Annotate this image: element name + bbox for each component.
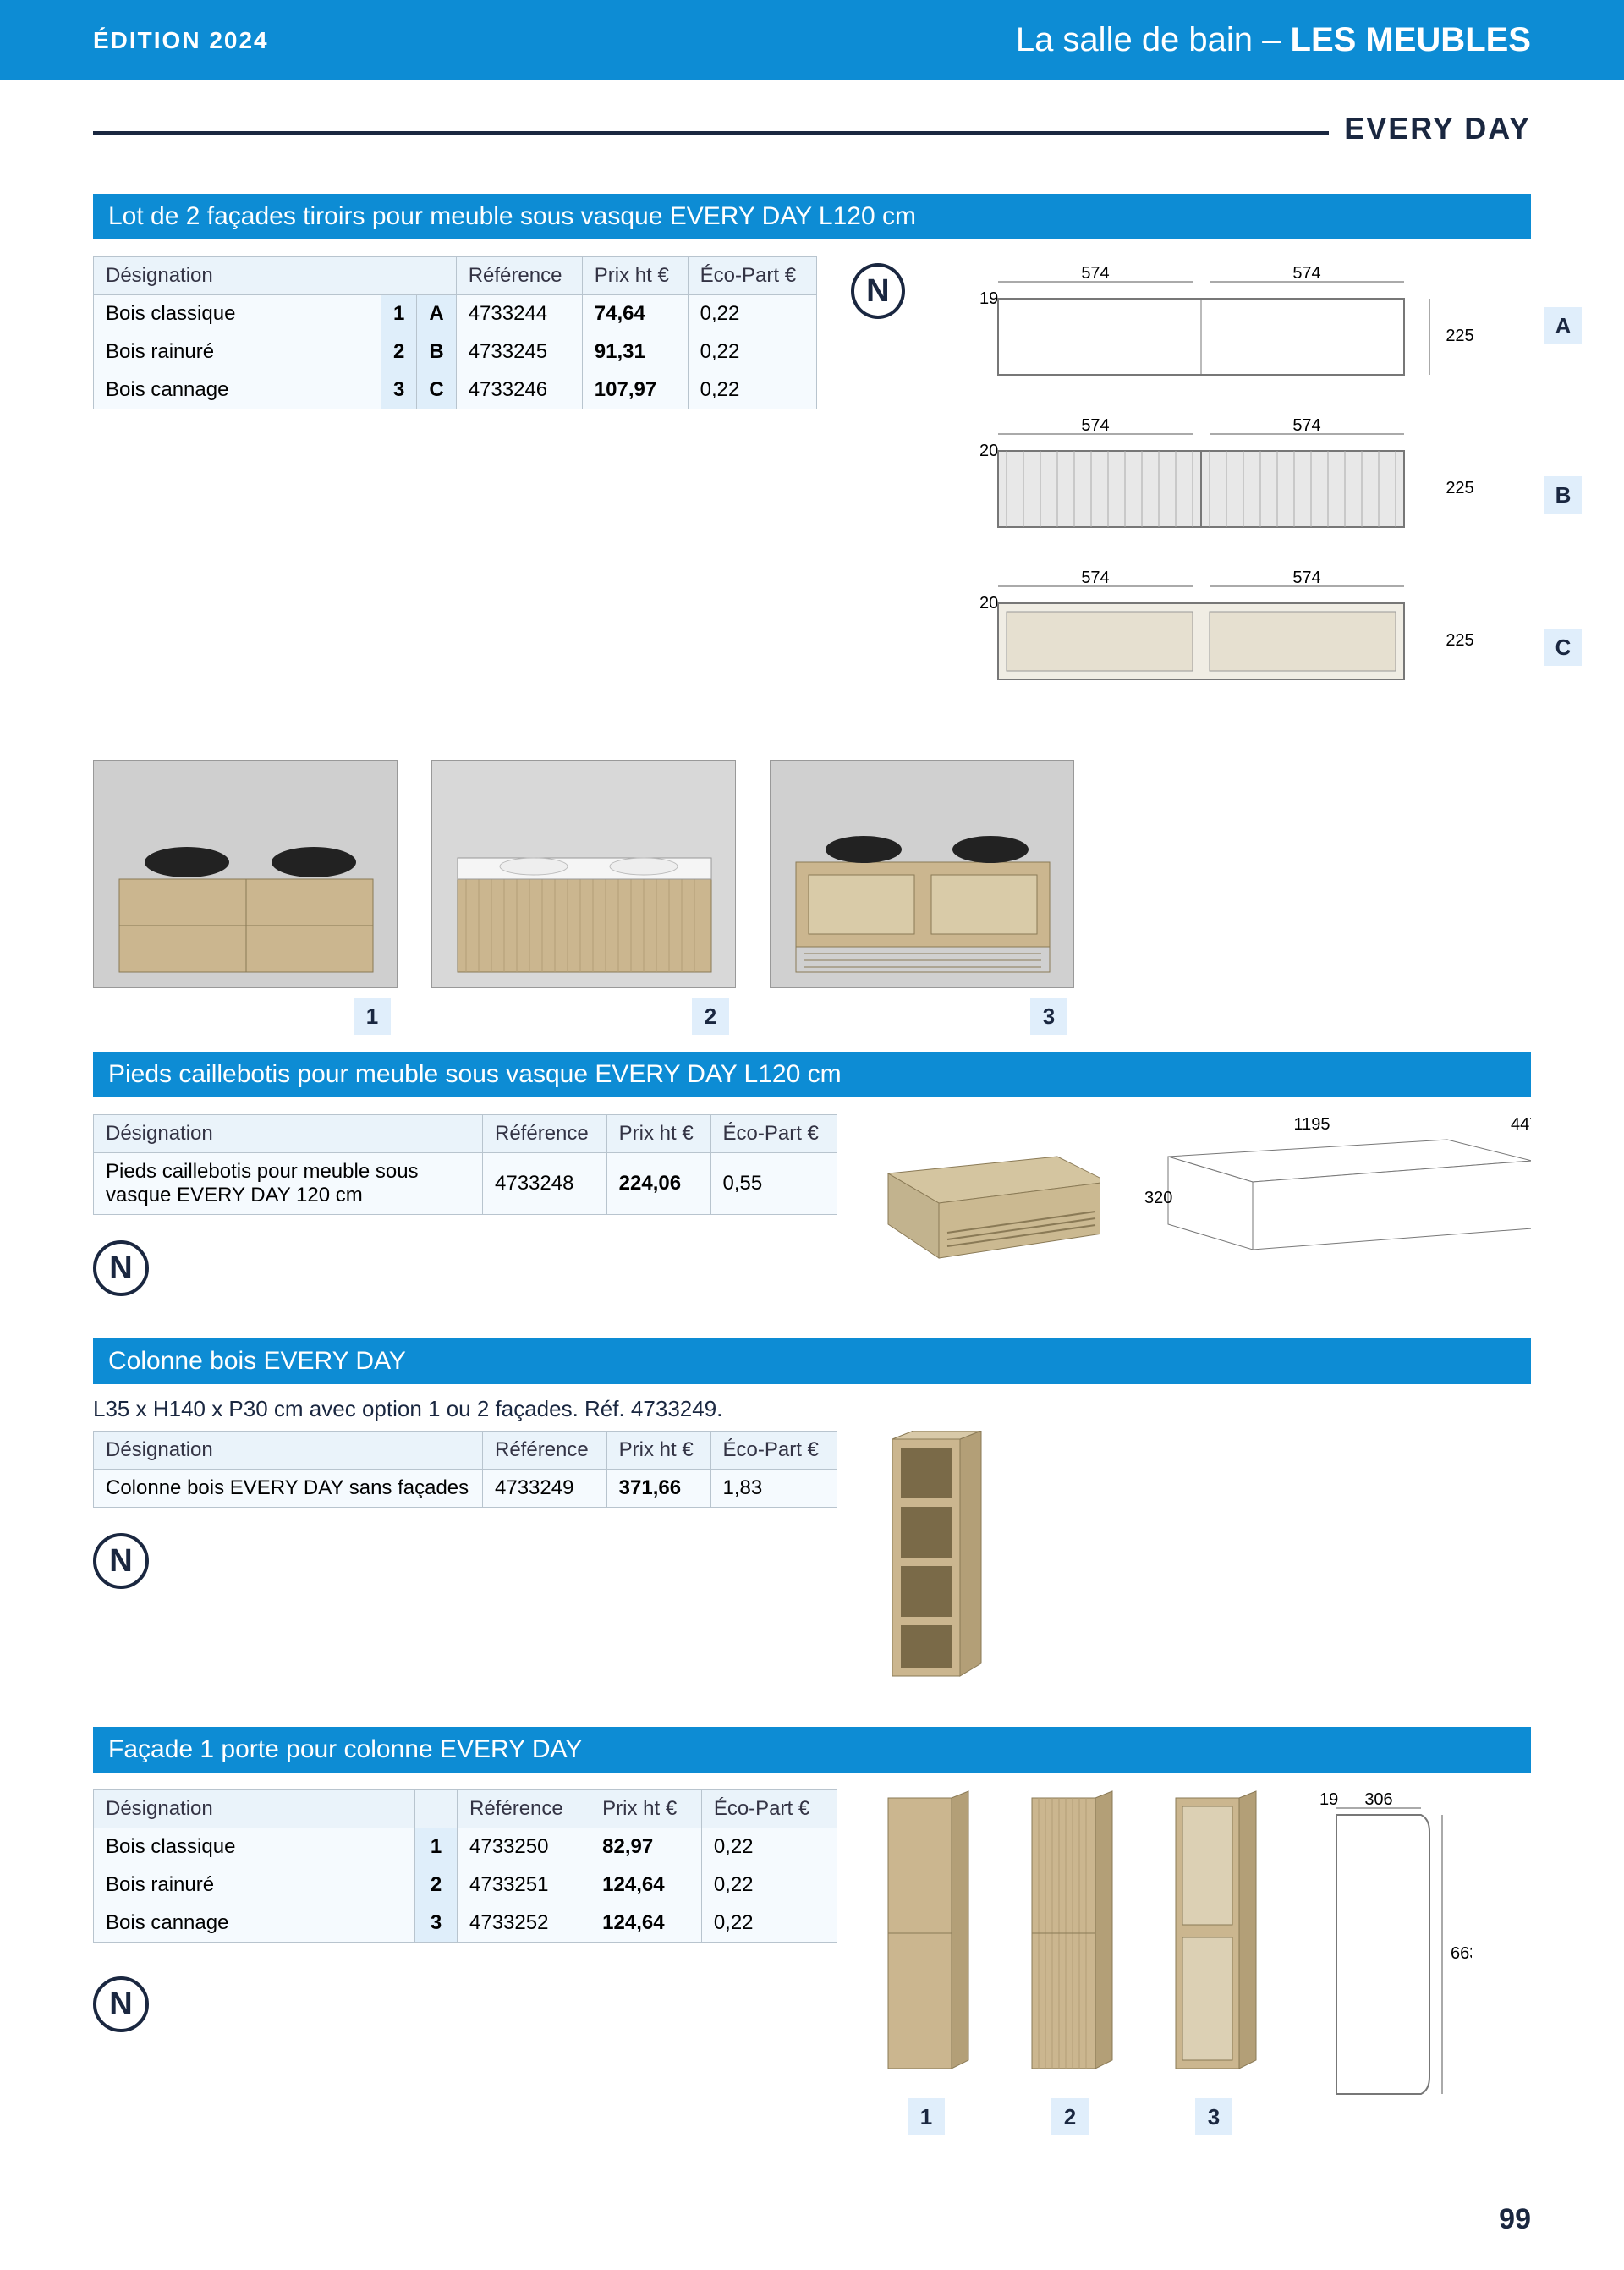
facade1-table: Désignation Référence Prix ht € Éco-Part… xyxy=(93,1789,837,1943)
edition-label: ÉDITION 2024 xyxy=(93,27,269,54)
colonne-subtitle: L35 x H140 x P30 cm avec option 1 ou 2 f… xyxy=(93,1396,1531,1422)
svg-text:225: 225 xyxy=(1446,631,1473,650)
pieds-diagram: 1195 447 320 168 35 73 xyxy=(1134,1114,1531,1283)
svg-text:574: 574 xyxy=(1292,416,1320,435)
table-row: Bois rainuré2B473324591,310,22 xyxy=(94,333,817,371)
facades-diagram: 574 574 19 225 574 574 20 xyxy=(939,256,1531,730)
table-row: Pieds caillebotis pour meuble sous vasqu… xyxy=(94,1153,837,1215)
svg-text:574: 574 xyxy=(1081,264,1109,283)
table-row: Bois rainuré24733251124,640,22 xyxy=(94,1866,837,1904)
photo-label-2: 2 xyxy=(692,998,729,1035)
colonne-render xyxy=(871,1431,1007,1685)
diagram-label-c: C xyxy=(1544,629,1582,666)
svg-text:574: 574 xyxy=(1081,569,1109,587)
table-row: Bois cannage34733252124,640,22 xyxy=(94,1904,837,1943)
svg-text:20: 20 xyxy=(979,594,998,613)
facades-table: Désignation Référence Prix ht € Éco-Part… xyxy=(93,256,817,409)
new-badge: N xyxy=(93,1533,149,1589)
diagram-label-a: A xyxy=(1544,307,1582,344)
svg-text:447: 447 xyxy=(1511,1115,1531,1134)
svg-text:19: 19 xyxy=(979,289,998,308)
svg-text:574: 574 xyxy=(1292,569,1320,587)
photo-label-3: 3 xyxy=(1030,998,1067,1035)
colonne-label-2: 2 xyxy=(1051,2098,1089,2135)
brand-label: EVERY DAY xyxy=(1329,111,1531,146)
breadcrumb: La salle de bain – LES MEUBLES xyxy=(1016,21,1531,59)
photo-label-1: 1 xyxy=(354,998,391,1035)
svg-text:225: 225 xyxy=(1446,327,1473,345)
new-badge: N xyxy=(93,1240,149,1296)
table-row: Bois cannage3C4733246107,970,22 xyxy=(94,371,817,409)
colonne-label-3: 3 xyxy=(1195,2098,1232,2135)
product-photo-3 xyxy=(770,760,1074,988)
diagram-label-b: B xyxy=(1544,476,1582,514)
svg-text:225: 225 xyxy=(1446,479,1473,497)
new-badge: N xyxy=(93,1976,149,2032)
product-photo-1 xyxy=(93,760,398,988)
svg-text:20: 20 xyxy=(979,442,998,460)
facade1-diagram: 19 306 663 xyxy=(1303,1789,1472,2111)
colonne-photo-3 xyxy=(1159,1789,1269,2086)
colonne-table: Désignation Référence Prix ht € Éco-Part… xyxy=(93,1431,837,1508)
table-row: Colonne bois EVERY DAY sans façades 4733… xyxy=(94,1470,837,1508)
colonne-label-1: 1 xyxy=(908,2098,945,2135)
colonne-photo-1 xyxy=(871,1789,981,2086)
table-row: Bois classique1A473324474,640,22 xyxy=(94,295,817,333)
section-title-pieds: Pieds caillebotis pour meuble sous vasqu… xyxy=(93,1052,1531,1097)
table-row: Bois classique1473325082,970,22 xyxy=(94,1828,837,1866)
svg-text:306: 306 xyxy=(1364,1790,1392,1809)
svg-text:1195: 1195 xyxy=(1293,1115,1330,1134)
section-title-facade1: Façade 1 porte pour colonne EVERY DAY xyxy=(93,1727,1531,1773)
svg-text:574: 574 xyxy=(1292,264,1320,283)
colonne-photo-2 xyxy=(1015,1789,1125,2086)
svg-text:19: 19 xyxy=(1320,1790,1338,1809)
section-title-facades: Lot de 2 façades tiroirs pour meuble sou… xyxy=(93,194,1531,239)
svg-text:663: 663 xyxy=(1451,1944,1472,1963)
breadcrumb-section: LES MEUBLES xyxy=(1291,21,1531,58)
page-number: 99 xyxy=(0,2186,1624,2270)
svg-text:320: 320 xyxy=(1144,1189,1172,1207)
new-badge: N xyxy=(851,263,905,319)
pieds-table: Désignation Référence Prix ht € Éco-Part… xyxy=(93,1114,837,1215)
breadcrumb-category: La salle de bain – xyxy=(1016,21,1291,58)
svg-text:574: 574 xyxy=(1081,416,1109,435)
page-header: ÉDITION 2024 La salle de bain – LES MEUB… xyxy=(0,0,1624,80)
pieds-render xyxy=(871,1123,1100,1275)
section-title-colonne: Colonne bois EVERY DAY xyxy=(93,1338,1531,1384)
product-photo-2 xyxy=(431,760,736,988)
